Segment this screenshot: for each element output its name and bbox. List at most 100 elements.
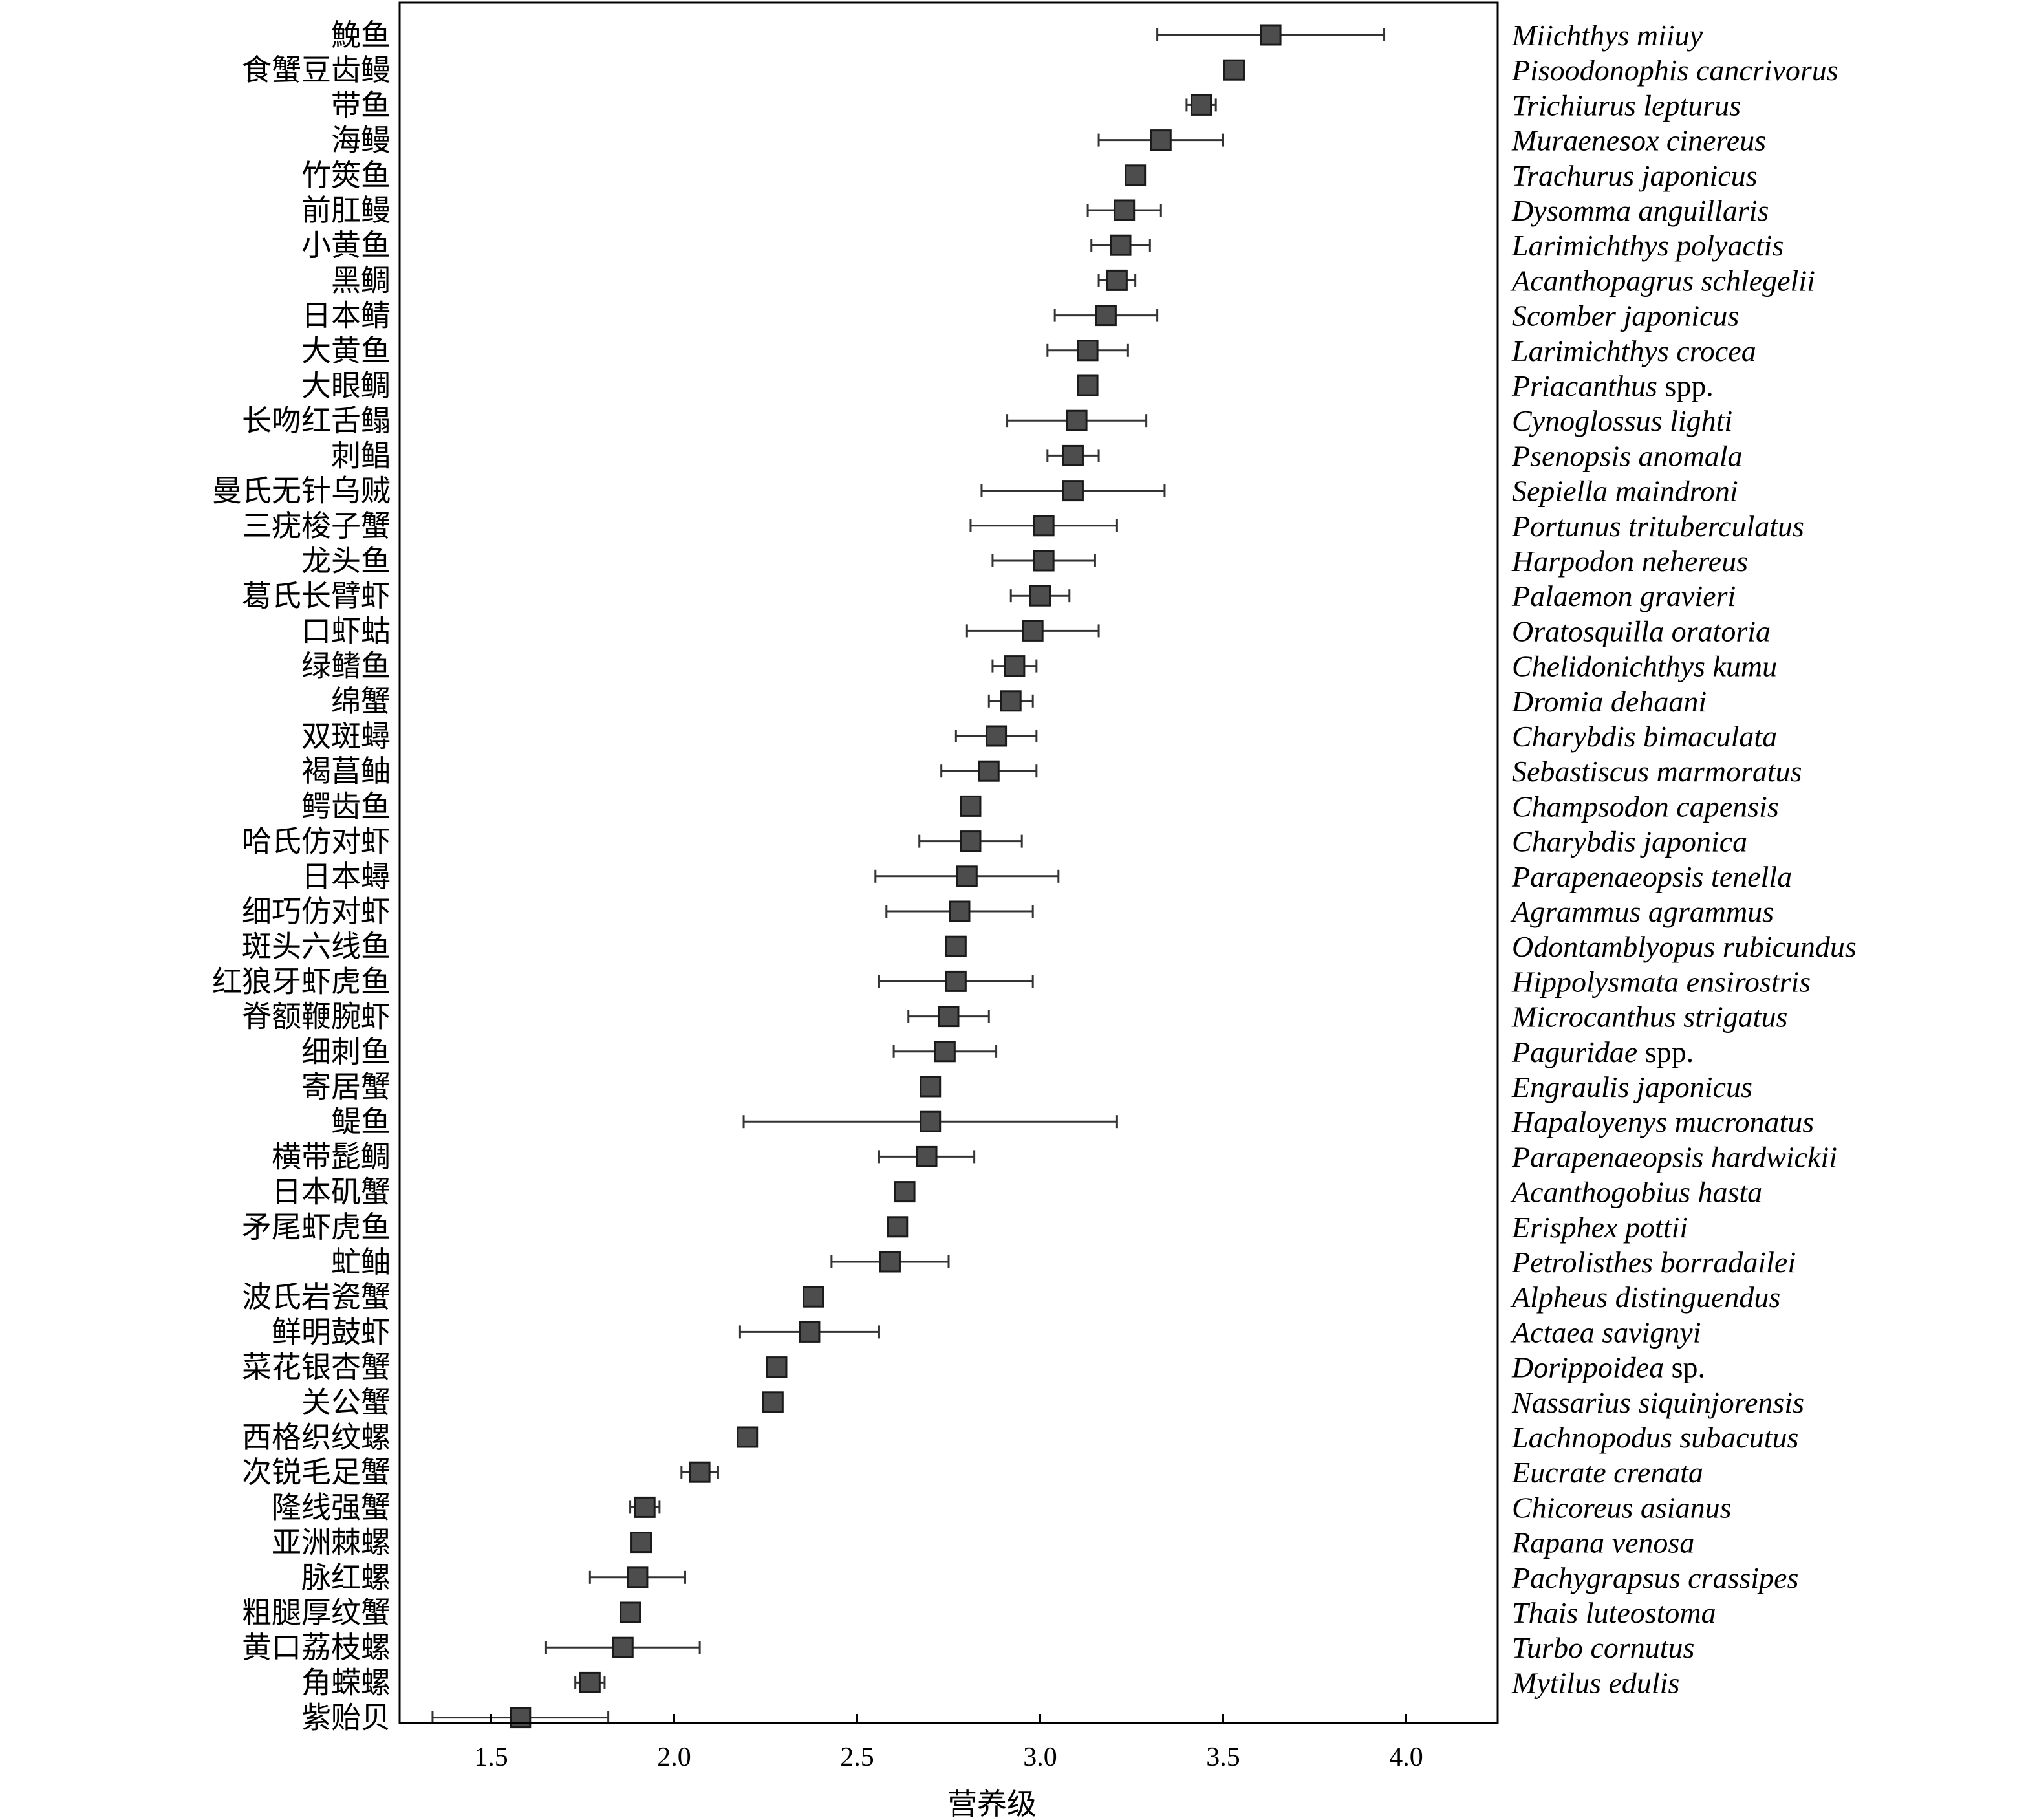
species-scientific-name: Charybdis japonica <box>1512 825 1747 858</box>
scientific-name-italic-part: Psenopsis anomala <box>1511 439 1743 472</box>
data-point-marker <box>1114 199 1136 221</box>
scientific-name-italic-part: Paguridae <box>1511 1035 1637 1068</box>
species-chinese-name: 绿鳍鱼 <box>301 649 391 684</box>
data-point-marker <box>634 1496 656 1518</box>
x-tick-label: 2.0 <box>657 1742 691 1772</box>
species-scientific-name: Portunus trituberculatus <box>1511 510 1804 543</box>
species-scientific-name: Parapenaeopsis tenella <box>1511 860 1792 893</box>
species-scientific-name: Acanthogobius hasta <box>1510 1176 1762 1209</box>
species-chinese-name: 横带髭鲷 <box>272 1139 391 1174</box>
data-point-marker <box>920 1076 942 1098</box>
data-point-marker <box>978 760 1000 782</box>
species-scientific-name: Miichthys miiuy <box>1511 19 1703 52</box>
species-scientific-name: Odontamblyopus rubicundus <box>1512 930 1857 963</box>
scientific-name-italic-part: Pachygrapsus crassipes <box>1511 1561 1798 1594</box>
scientific-name-italic-part: Turbo cornutus <box>1512 1631 1694 1664</box>
scientific-name-italic-part: Hippolysmata ensirostris <box>1511 965 1811 998</box>
species-chinese-name: 红狼牙虾虎鱼 <box>212 964 391 999</box>
data-point-marker <box>799 1321 821 1343</box>
data-point-marker <box>1106 269 1128 291</box>
species-chinese-name: 黄口荔枝螺 <box>242 1630 391 1665</box>
data-point-marker <box>510 1707 532 1729</box>
species-scientific-name: Alpheus distinguendus <box>1510 1281 1780 1314</box>
scientific-name-italic-part: Miichthys miiuy <box>1511 19 1703 52</box>
species-chinese-name: 鳄齿鱼 <box>301 788 391 823</box>
data-point-marker <box>934 1041 956 1063</box>
species-scientific-name: Hapaloyenys mucronatus <box>1511 1105 1814 1138</box>
species-chinese-name: 曼氏无针乌贼 <box>212 473 391 508</box>
species-chinese-name: 鲜明鼓虾 <box>272 1314 391 1349</box>
species-scientific-name: Palaemon gravieri <box>1511 580 1736 612</box>
scientific-name-italic-part: Trachurus japonicus <box>1512 159 1758 192</box>
scientific-name-italic-part: Oratosquilla oratoria <box>1512 614 1771 647</box>
species-scientific-name: Larimichthys crocea <box>1511 334 1756 367</box>
species-scientific-name: Rapana venosa <box>1511 1526 1694 1559</box>
species-scientific-name: Actaea savignyi <box>1510 1316 1701 1349</box>
scientific-name-italic-part: Palaemon gravieri <box>1511 580 1736 612</box>
species-chinese-name: 日本矶蟹 <box>272 1175 391 1209</box>
species-chinese-name: 双斑蟳 <box>301 719 391 753</box>
species-scientific-name: Petrolisthes borradailei <box>1511 1246 1796 1279</box>
species-scientific-name: Parapenaeopsis hardwickii <box>1511 1140 1837 1173</box>
scientific-name-italic-part: Dorippoidea <box>1511 1351 1664 1384</box>
species-scientific-name: Muraenesox cinereus <box>1511 124 1766 157</box>
scientific-name-italic-part: Actaea savignyi <box>1510 1316 1701 1349</box>
scientific-name-italic-part: Microcanthus strigatus <box>1511 1001 1787 1034</box>
species-scientific-name: Cynoglossus lighti <box>1512 404 1732 437</box>
species-scientific-name: Dysomma anguillaris <box>1511 194 1769 227</box>
scientific-name-italic-part: Acanthogobius hasta <box>1510 1176 1762 1209</box>
species-chinese-name: 带鱼 <box>331 87 391 122</box>
species-chinese-name: 葛氏长臂虾 <box>242 578 391 613</box>
data-point-marker <box>1022 620 1044 642</box>
species-chinese-name: 食蟹豆齿鳗 <box>242 52 391 87</box>
scientific-name-italic-part: Cynoglossus lighti <box>1512 404 1732 437</box>
data-point-marker <box>960 795 982 817</box>
species-chinese-name: 紫贻贝 <box>301 1700 391 1735</box>
species-chinese-name: 绵蟹 <box>331 684 391 719</box>
species-scientific-name: Acanthopagrus schlegelii <box>1510 264 1815 297</box>
data-point-marker <box>1029 585 1051 607</box>
species-scientific-name: Lachnopodus subacutus <box>1511 1421 1798 1454</box>
species-chinese-name: 口虾蛄 <box>301 613 391 648</box>
scientific-name-italic-part: Larimichthys crocea <box>1511 334 1756 367</box>
species-scientific-name: Thais luteostoma <box>1512 1596 1716 1629</box>
species-scientific-name: Hippolysmata ensirostris <box>1511 965 1811 998</box>
x-axis-title: 营养级 <box>947 1786 1037 1817</box>
species-chinese-name: 粗腿厚纹蟹 <box>242 1595 391 1630</box>
species-chinese-name: 龙头鱼 <box>301 543 391 578</box>
data-point-marker <box>630 1532 652 1554</box>
species-scientific-name: Priacanthus spp. <box>1511 369 1714 402</box>
species-chinese-name: 鳀鱼 <box>331 1104 391 1139</box>
scientific-name-italic-part: Parapenaeopsis tenella <box>1511 860 1792 893</box>
species-chinese-name: 虻鲉 <box>331 1244 391 1279</box>
x-tick-label: 1.5 <box>474 1742 508 1772</box>
data-point-marker <box>620 1601 641 1623</box>
data-point-marker <box>894 1181 916 1203</box>
scientific-name-italic-part: Priacanthus <box>1511 369 1657 402</box>
species-chinese-name: 寄居蟹 <box>301 1069 391 1104</box>
species-scientific-name: Dromia dehaani <box>1511 685 1707 718</box>
scientific-name-italic-part: Champsodon capensis <box>1512 790 1779 823</box>
species-scientific-name: Harpodon nehereus <box>1511 545 1748 578</box>
data-point-marker <box>1077 340 1099 362</box>
data-point-marker <box>579 1671 601 1693</box>
data-point-marker <box>766 1356 788 1378</box>
scientific-name-italic-part: Alpheus distinguendus <box>1510 1281 1780 1314</box>
data-point-marker <box>762 1391 784 1413</box>
data-point-marker <box>945 935 967 957</box>
species-chinese-name: 次锐毛足蟹 <box>242 1455 391 1490</box>
species-scientific-name: Chicoreus asianus <box>1512 1491 1731 1524</box>
x-tick-label: 3.0 <box>1023 1742 1057 1772</box>
species-scientific-name: Chelidonichthys kumu <box>1512 650 1777 683</box>
scientific-name-italic-part: Scomber japonicus <box>1512 299 1739 332</box>
data-point-marker <box>1095 305 1117 327</box>
x-axis-ticks-layer: 1.5 2.0 2.5 3.0 3.5 4.0 <box>474 1714 1423 1772</box>
species-chinese-name: 细巧仿对虾 <box>242 894 391 929</box>
scientific-name-italic-part: Charybdis bimaculata <box>1512 720 1777 753</box>
species-chinese-name: 小黄鱼 <box>301 228 391 263</box>
species-chinese-name: 黑鲷 <box>331 263 391 298</box>
species-chinese-name: 角蝾螺 <box>301 1665 391 1700</box>
data-point-marker <box>737 1426 759 1448</box>
species-chinese-name: 隆线强蟹 <box>272 1490 391 1524</box>
